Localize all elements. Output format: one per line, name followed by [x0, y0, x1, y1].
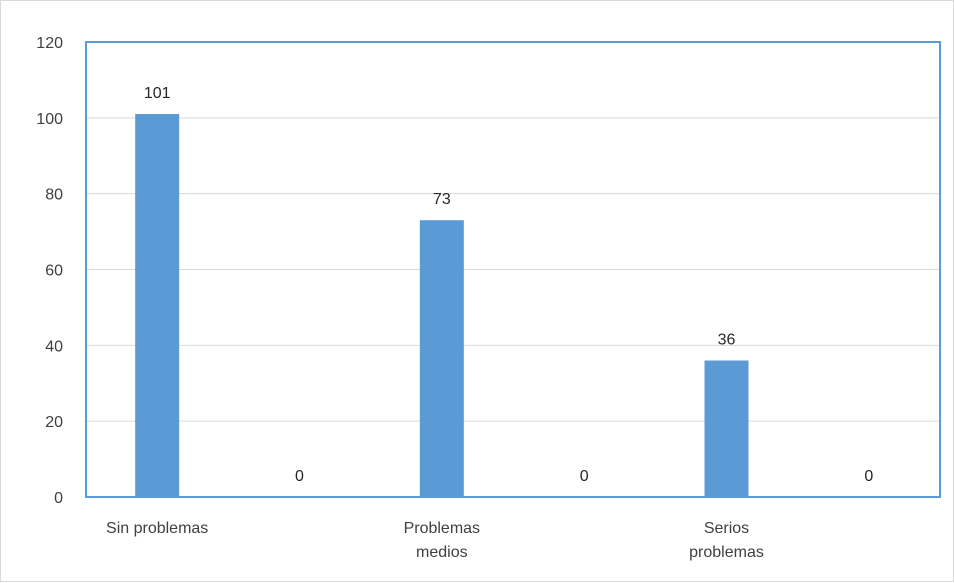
plot-area-border — [85, 41, 941, 498]
data-label: 36 — [718, 332, 736, 349]
data-label: 73 — [433, 191, 451, 208]
data-label: 0 — [580, 468, 589, 485]
y-tick-label: 60 — [45, 263, 63, 280]
bar — [135, 114, 180, 498]
y-tick-label: 100 — [36, 111, 63, 128]
y-tick-label: 40 — [45, 338, 63, 355]
y-tick-label: 20 — [45, 414, 63, 431]
y-tick-label: 120 — [36, 35, 63, 52]
y-tick-label: 0 — [54, 490, 63, 507]
y-tick-label: 80 — [45, 187, 63, 204]
x-category-label: Serios problemas — [689, 520, 764, 561]
bar — [419, 220, 464, 498]
bar — [704, 360, 749, 497]
data-label: 0 — [295, 468, 304, 485]
x-category-label: Problemas medios — [404, 520, 480, 561]
data-label: 101 — [144, 85, 171, 102]
x-category-label: Sin problemas — [106, 520, 208, 537]
data-label: 0 — [864, 468, 873, 485]
